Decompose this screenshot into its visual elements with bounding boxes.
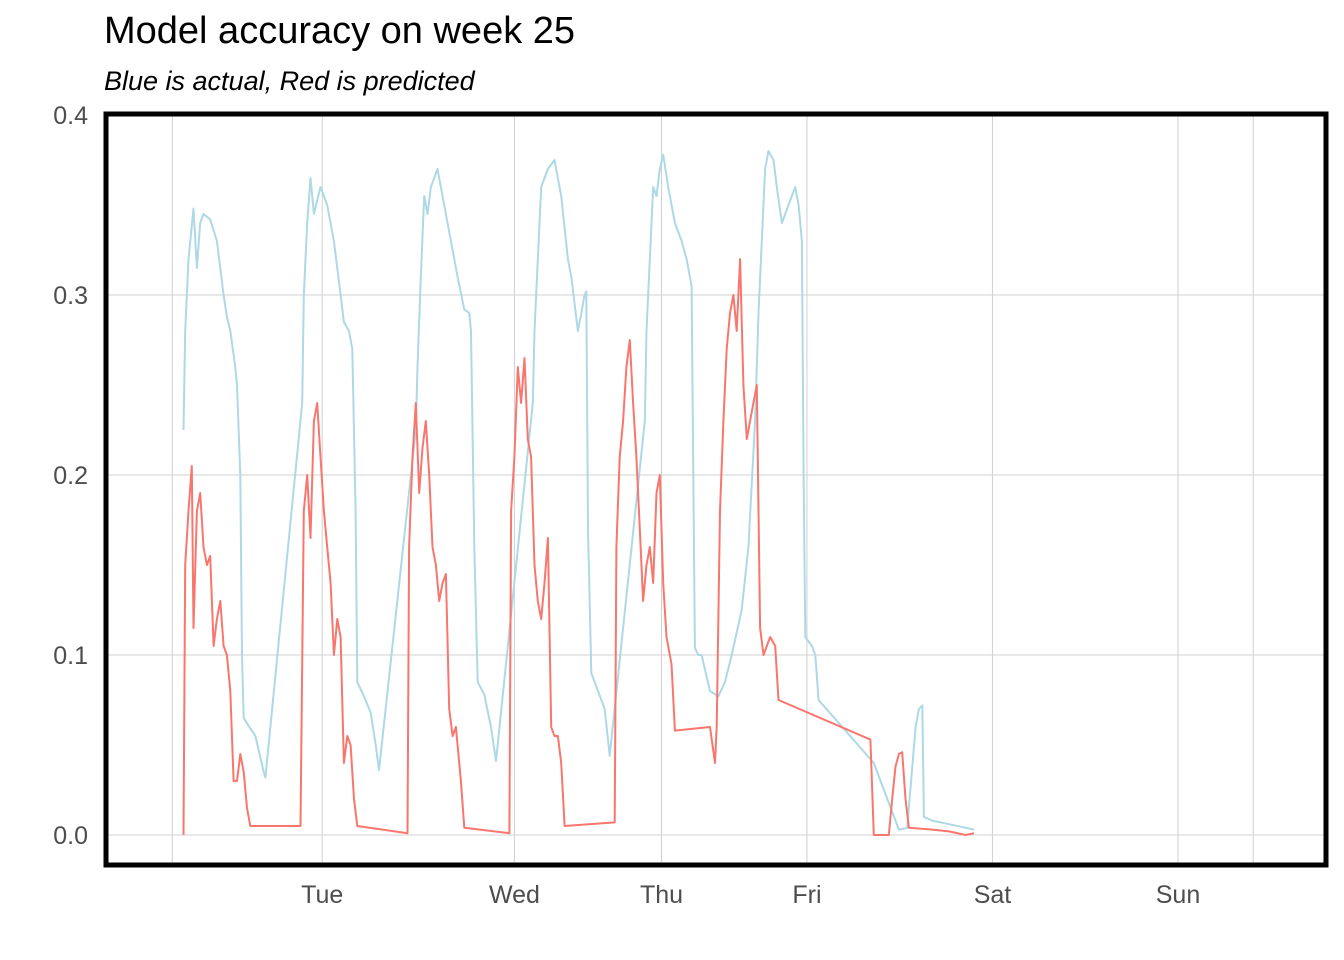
- y-tick-label: 0.4: [53, 102, 88, 130]
- x-tick-label: Sat: [974, 881, 1012, 909]
- x-tick-label: Tue: [301, 881, 343, 909]
- y-tick-label: 0.3: [53, 282, 88, 310]
- x-tick-label: Wed: [489, 881, 540, 909]
- y-axis-ticks: 0.0 0.1 0.2 0.3 0.4: [53, 102, 88, 850]
- x-tick-label: Fri: [792, 881, 821, 909]
- series-lines: [182, 150, 975, 836]
- chart-subtitle: Blue is actual, Red is predicted: [104, 66, 475, 96]
- y-tick-label: 0.0: [53, 822, 88, 850]
- chart-title: Model accuracy on week 25: [104, 10, 576, 52]
- y-tick-label: 0.1: [53, 642, 88, 670]
- y-tick-label: 0.2: [53, 462, 88, 490]
- x-axis-ticks: Tue Wed Thu Fri Sat Sun: [301, 881, 1200, 909]
- x-tick-label: Sun: [1156, 881, 1200, 909]
- x-tick-label: Thu: [640, 881, 683, 909]
- series-line-predicted: [182, 258, 975, 836]
- series-line-actual: [182, 150, 975, 831]
- panel-border: [103, 111, 1329, 868]
